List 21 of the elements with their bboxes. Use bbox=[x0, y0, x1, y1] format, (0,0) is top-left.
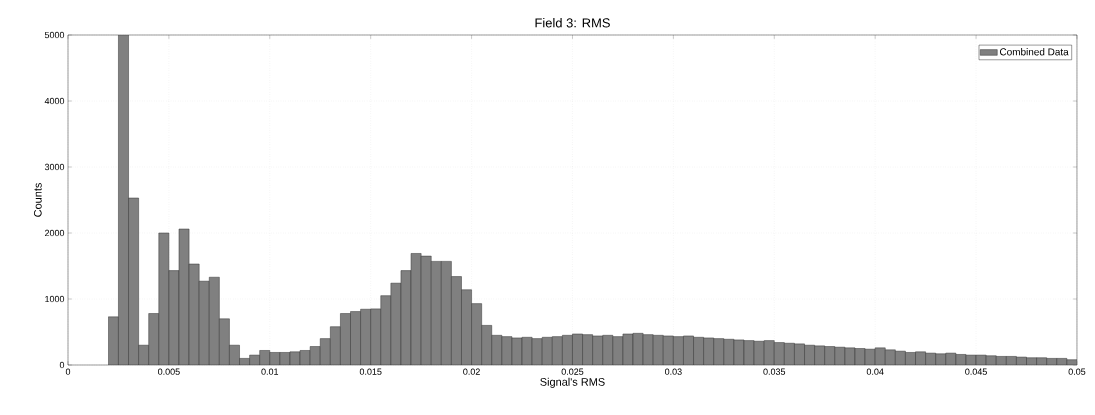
y-tick-label: 1000 bbox=[45, 295, 65, 303]
y-tick-label: 5000 bbox=[44, 31, 65, 39]
y-tick-label: 2000 bbox=[44, 229, 65, 237]
x-tick-label: 0 bbox=[65, 368, 71, 375]
x-tick-label: 0.025 bbox=[561, 368, 584, 375]
legend-label: Combined Data bbox=[999, 48, 1069, 56]
x-tick-label: 0.02 bbox=[463, 368, 480, 375]
x-tick-label: 0.015 bbox=[359, 368, 382, 375]
y-tick-label: 0 bbox=[59, 361, 65, 369]
x-tick-label: 0.03 bbox=[664, 368, 682, 375]
y-tick-label: 4000 bbox=[44, 97, 65, 105]
x-tick-label: 0.045 bbox=[965, 368, 987, 375]
x-axis-title: Signal's RMS bbox=[540, 377, 605, 388]
x-tick-label: 0.005 bbox=[158, 368, 180, 375]
x-tick-label: 0.01 bbox=[261, 368, 279, 375]
y-tick-label: 3000 bbox=[44, 163, 65, 171]
y-axis-title: Counts bbox=[33, 183, 42, 217]
x-tick-label: 0.05 bbox=[1068, 368, 1086, 375]
x-tick-label: 0.04 bbox=[866, 368, 884, 375]
x-tick-label: 0.035 bbox=[763, 368, 786, 375]
chart-title: Field 3: RMS bbox=[535, 17, 610, 28]
